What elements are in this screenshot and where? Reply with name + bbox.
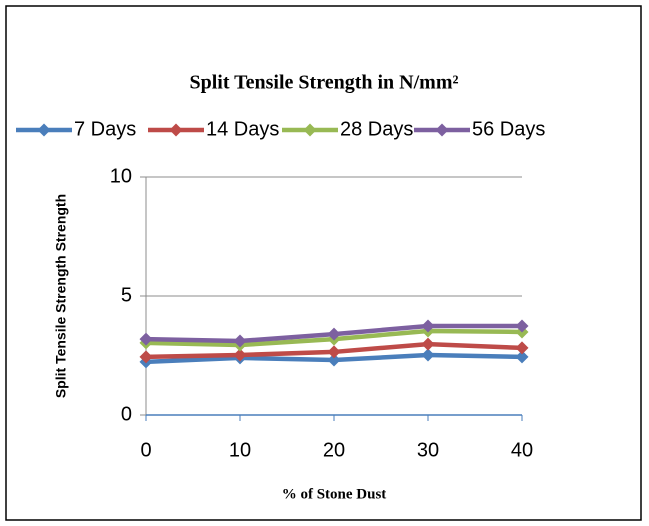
x-tick-label: 40 [511,439,533,461]
legend-label: 7 Days [74,118,136,140]
legend-marker [303,123,317,137]
legend-label: 56 Days [472,118,545,140]
point-marker [421,348,435,362]
point-marker [515,350,529,364]
point-marker [233,334,247,348]
x-tick-label: 10 [229,439,251,461]
legend-label: 14 Days [206,118,279,140]
point-marker [139,350,153,364]
point-marker [327,345,341,359]
chart-title: Split Tensile Strength in N/mm² [189,72,458,94]
point-marker [233,348,247,362]
y-axis-title: Split Tensile Strength Strength [53,194,69,398]
legend-label: 28 Days [340,118,413,140]
x-tick-label: 20 [323,439,345,461]
y-tick-label: 0 [121,403,132,425]
point-marker [421,319,435,333]
point-marker [327,353,341,367]
chart-frame [5,5,642,521]
y-tick-label: 5 [121,284,132,306]
point-marker [515,341,529,355]
point-marker [327,327,341,341]
point-marker [515,319,529,333]
y-tick-label: 10 [110,165,132,187]
x-tick-label: 30 [417,439,439,461]
x-axis-title: % of Stone Dust [282,486,387,502]
point-marker [421,337,435,351]
legend-marker [435,123,449,137]
point-marker [139,332,153,346]
x-tick-label: 0 [140,439,151,461]
legend-marker [37,123,51,137]
legend-marker [169,123,183,137]
